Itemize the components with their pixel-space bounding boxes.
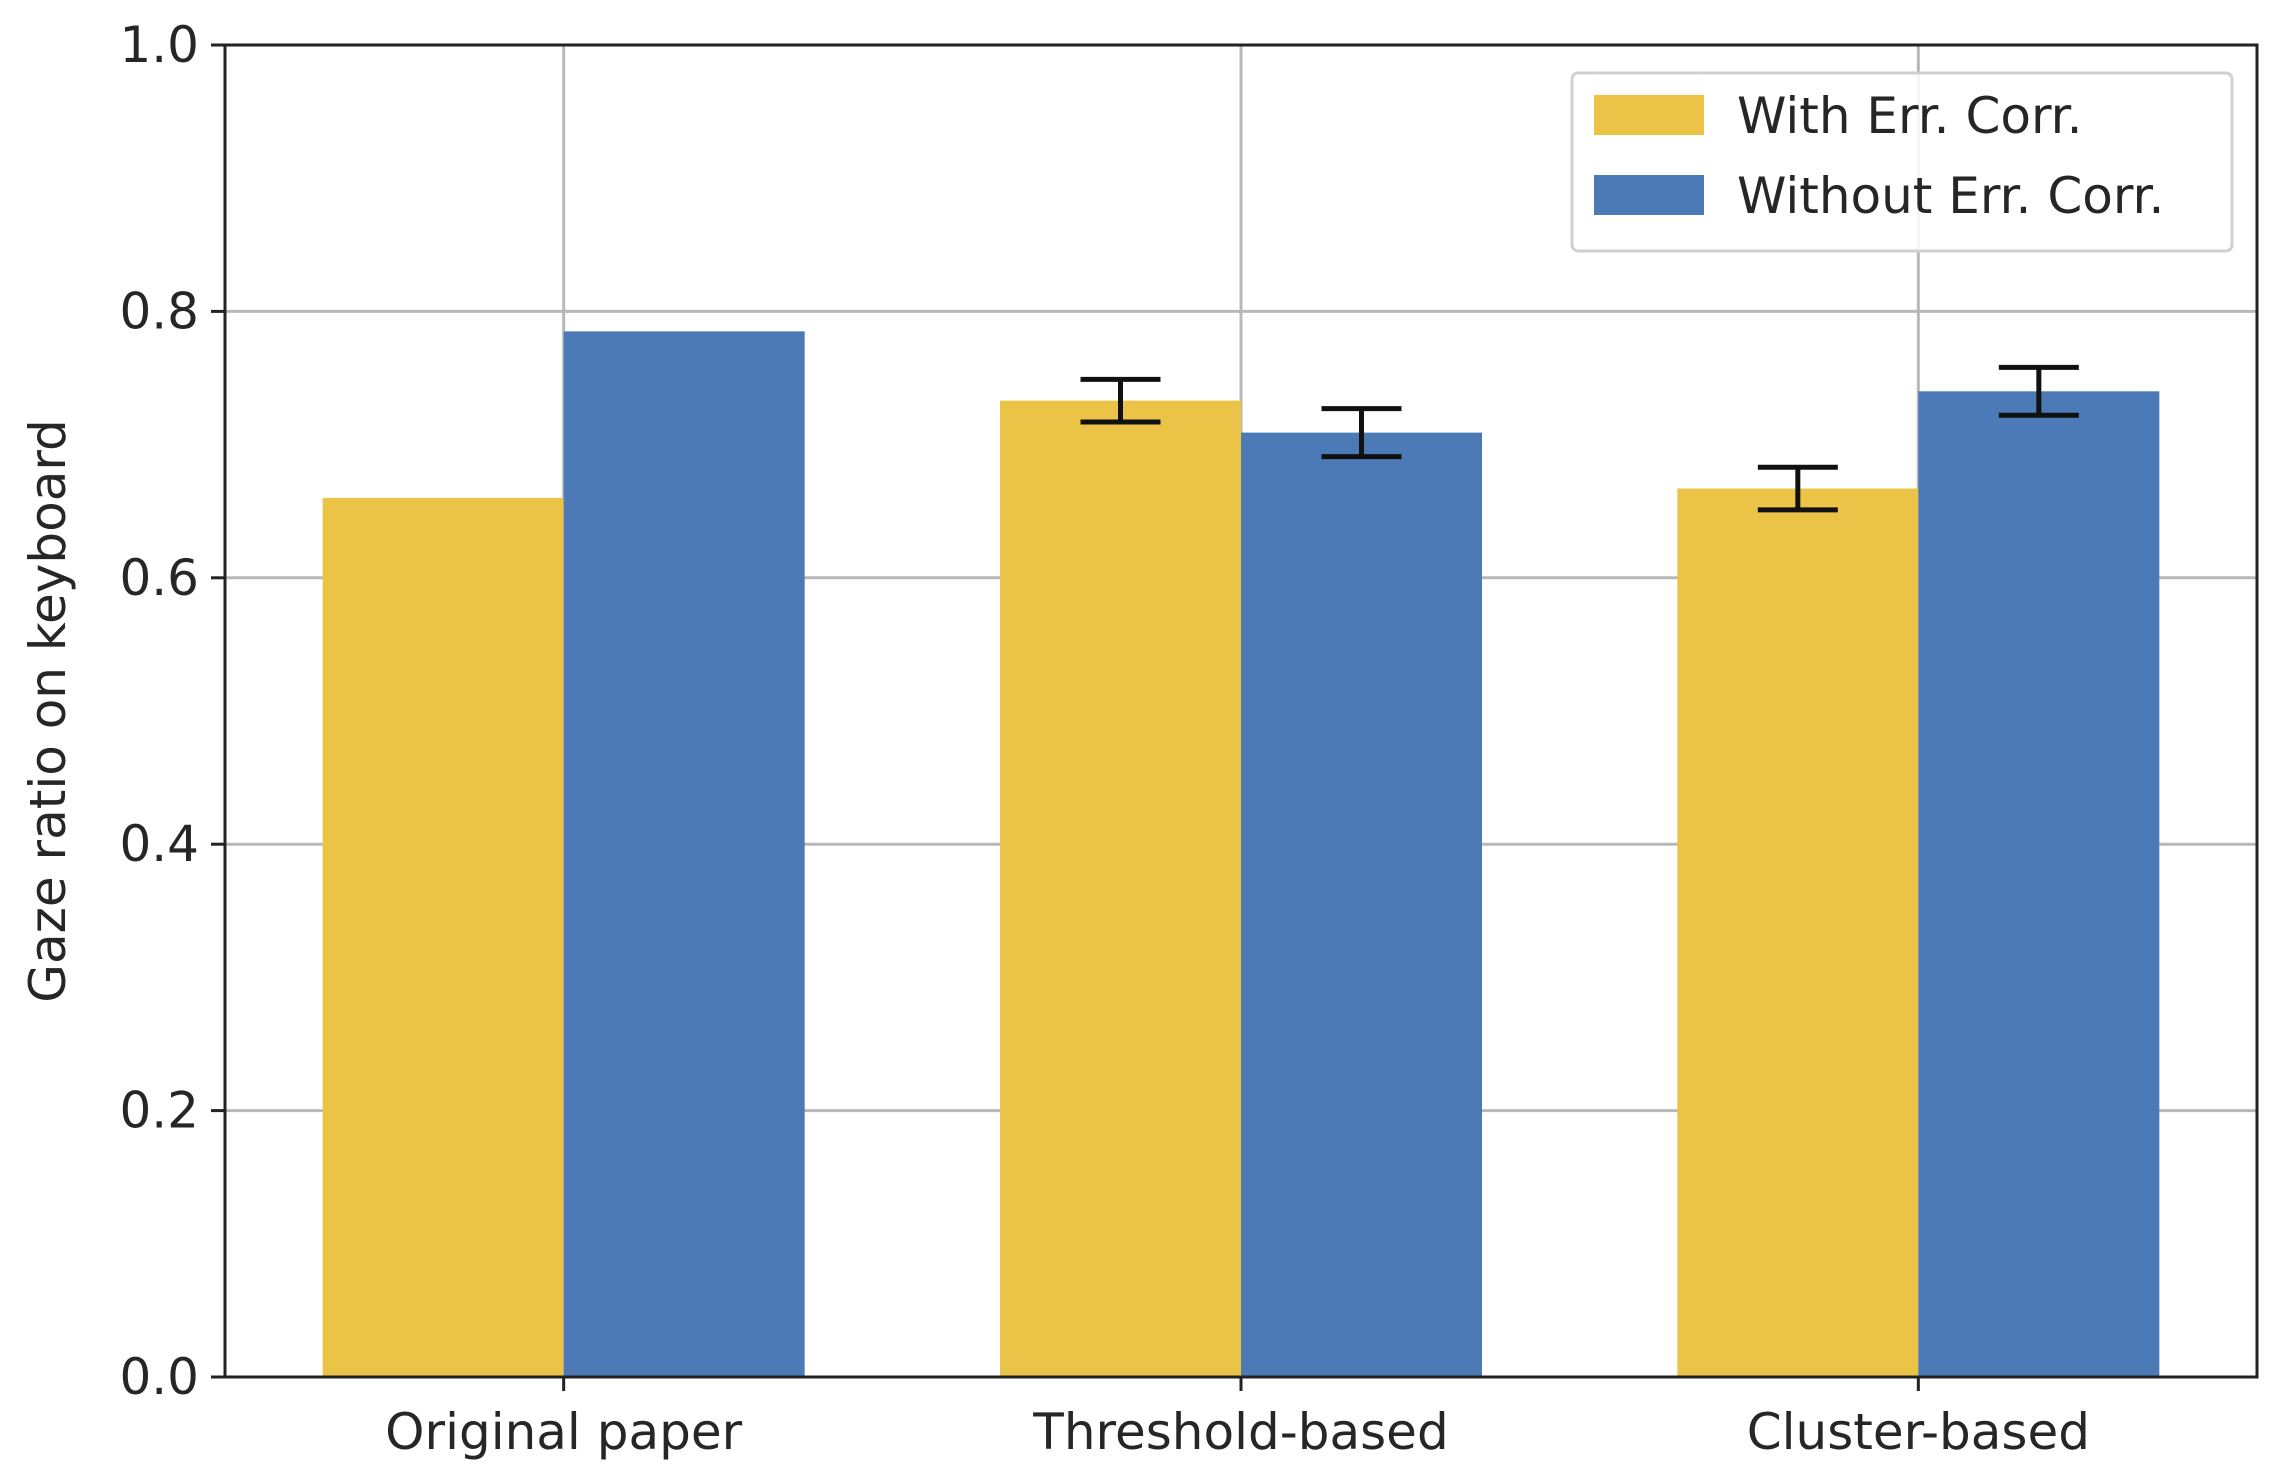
bar-without-err-corr-2	[1918, 391, 2160, 1377]
legend-label: With Err. Corr.	[1737, 87, 2082, 145]
bar-without-err-corr-0	[563, 331, 805, 1377]
legend-swatch	[1594, 95, 1704, 135]
y-tick-label: 0.8	[119, 282, 199, 340]
y-tick-label: 0.6	[119, 549, 199, 607]
y-tick-label: 0.4	[119, 815, 199, 873]
x-tick-label: Original paper	[385, 1403, 742, 1461]
error-bar	[1757, 464, 1838, 513]
x-tick-label: Cluster-based	[1747, 1403, 2090, 1461]
bar-with-err-corr-1	[1000, 400, 1241, 1377]
legend-swatch	[1594, 175, 1704, 215]
bar-without-err-corr-1	[1241, 432, 1482, 1377]
y-tick-label: 0.2	[119, 1082, 199, 1140]
bars-layer	[322, 331, 2160, 1377]
y-tick-label: 0.0	[119, 1348, 199, 1406]
axis-layer: Gaze ratio on keyboard 0.0 0.2 0.4 0.6 0.8 1.…	[19, 16, 2259, 1461]
bar-with-err-corr-0	[322, 497, 564, 1377]
y-tick-label: 1.0	[119, 16, 199, 74]
y-axis-label: Gaze ratio on keyboard	[19, 419, 77, 1003]
error-bar	[1998, 364, 2079, 418]
bar-with-err-corr-2	[1677, 488, 1919, 1377]
legend: With Err. Corr. Without Err. Corr.	[1570, 71, 2234, 253]
legend-box	[1570, 71, 2234, 253]
legend-label: Without Err. Corr.	[1737, 167, 2164, 225]
error-bar	[1080, 376, 1161, 425]
error-bar	[1321, 406, 1402, 460]
errorbar-layer	[1080, 364, 2079, 513]
x-tick-label: Threshold-based	[1032, 1403, 1448, 1461]
